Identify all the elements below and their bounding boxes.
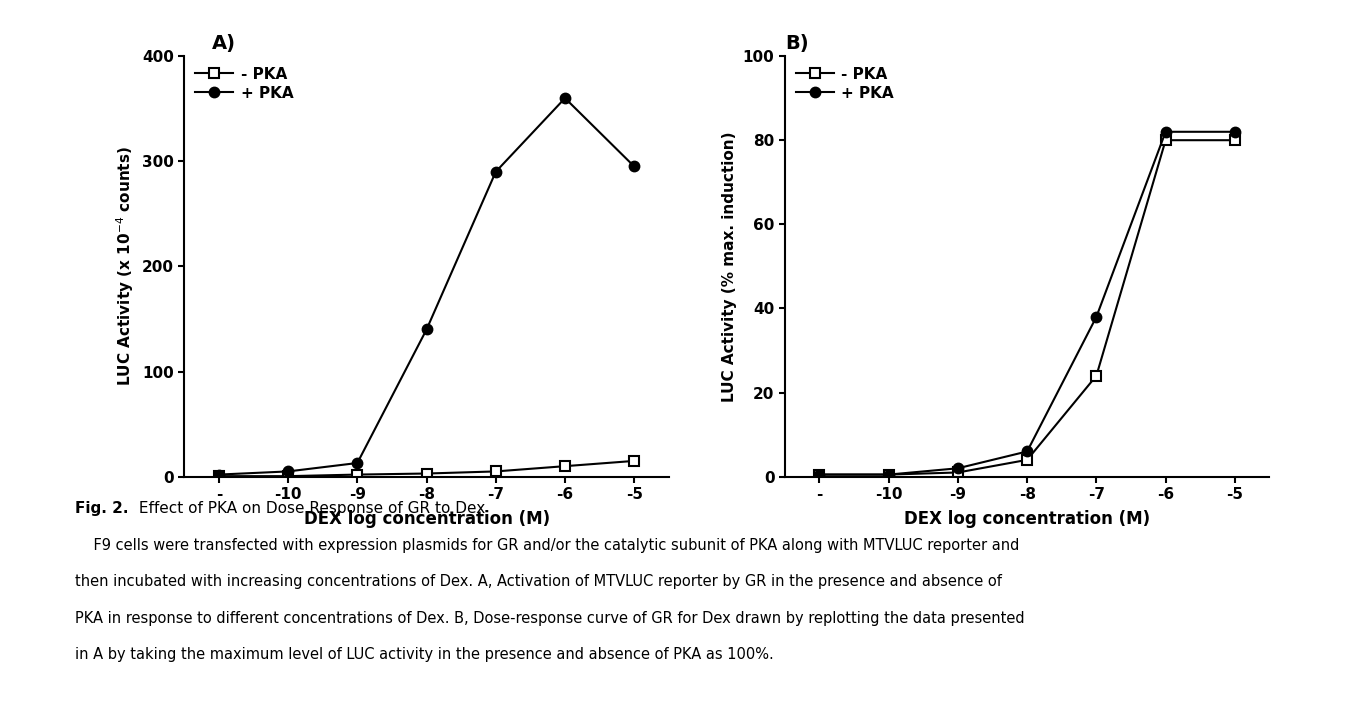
- PKA	[418, 470, 434, 478]
X-axis label: DEX log concentration (M): DEX log concentration (M)	[904, 510, 1151, 529]
- PKA	[950, 468, 966, 477]
+ PKA	[950, 464, 966, 472]
Text: A): A)	[212, 34, 236, 53]
Y-axis label: LUC Activity (% max. induction): LUC Activity (% max. induction)	[722, 131, 737, 402]
Text: B): B)	[785, 34, 808, 53]
+ PKA	[811, 470, 827, 479]
- PKA	[210, 472, 227, 480]
Y-axis label: LUC Activity (x 10$^{-4}$ counts): LUC Activity (x 10$^{-4}$ counts)	[115, 147, 136, 386]
+ PKA	[557, 94, 573, 102]
+ PKA	[280, 467, 296, 475]
+ PKA	[1088, 313, 1104, 321]
- PKA	[627, 457, 643, 465]
+ PKA	[1227, 128, 1244, 136]
Text: Fig. 2.: Fig. 2.	[75, 501, 128, 516]
- PKA	[880, 470, 897, 479]
Text: F9 cells were transfected with expression plasmids for GR and/or the catalytic s: F9 cells were transfected with expressio…	[75, 538, 1020, 552]
Line: - PKA: - PKA	[214, 456, 639, 481]
+ PKA	[1158, 128, 1174, 136]
+ PKA	[880, 470, 897, 479]
+ PKA	[210, 470, 227, 479]
- PKA	[1088, 372, 1104, 380]
Legend: - PKA, + PKA: - PKA, + PKA	[192, 64, 296, 104]
Text: Effect of PKA on Dose Response of GR to Dex: Effect of PKA on Dose Response of GR to …	[134, 501, 485, 516]
- PKA	[349, 470, 366, 479]
- PKA	[280, 472, 296, 480]
+ PKA	[487, 168, 504, 176]
+ PKA	[627, 163, 643, 171]
- PKA	[557, 462, 573, 470]
Text: PKA in response to different concentrations of Dex. B, Dose-response curve of GR: PKA in response to different concentrati…	[75, 611, 1025, 625]
Legend: - PKA, + PKA: - PKA, + PKA	[793, 64, 897, 104]
Text: then incubated with increasing concentrations of Dex. A, Activation of MTVLUC re: then incubated with increasing concentra…	[75, 574, 1002, 589]
- PKA	[811, 470, 827, 479]
Line: - PKA: - PKA	[815, 135, 1239, 479]
Text: in A by taking the maximum level of LUC activity in the presence and absence of : in A by taking the maximum level of LUC …	[75, 647, 774, 662]
+ PKA	[1018, 447, 1035, 456]
- PKA	[1018, 456, 1035, 464]
- PKA	[1227, 136, 1244, 144]
+ PKA	[349, 458, 366, 467]
- PKA	[1158, 136, 1174, 144]
- PKA	[487, 467, 504, 475]
Line: + PKA: + PKA	[815, 127, 1239, 479]
+ PKA	[418, 325, 434, 334]
X-axis label: DEX log concentration (M): DEX log concentration (M)	[303, 510, 550, 529]
Line: + PKA: + PKA	[214, 93, 639, 479]
